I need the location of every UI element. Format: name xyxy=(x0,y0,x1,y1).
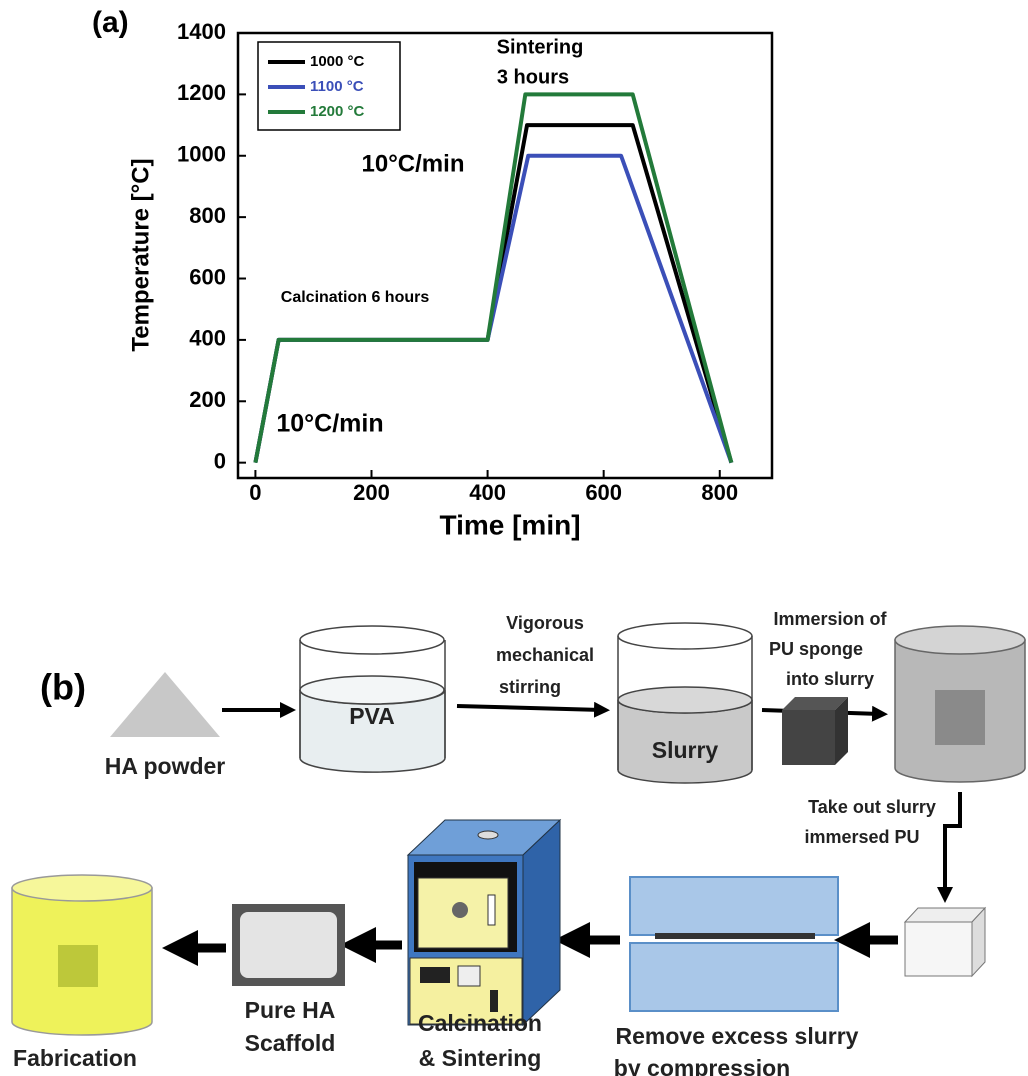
legend-label: 1200 °C xyxy=(310,103,365,120)
x-axis-label: Time [min] xyxy=(439,509,580,540)
step-label: mechanical xyxy=(496,645,594,665)
arrow xyxy=(457,706,602,710)
powder-icon xyxy=(110,672,220,737)
node-label: Scaffold xyxy=(245,1030,336,1056)
press-icon xyxy=(630,877,838,1011)
step-label: into slurry xyxy=(786,669,874,689)
scaffold-photo xyxy=(232,904,345,986)
step-label: stirring xyxy=(499,677,561,697)
series-line xyxy=(255,94,731,462)
annotation: Calcination 6 hours xyxy=(281,289,430,306)
annotation: 10°C/min xyxy=(276,410,383,438)
step-label: PU sponge xyxy=(769,639,863,659)
page: {"chart_data": {"type": "line", "panel_l… xyxy=(0,0,1028,1076)
furnace-icon xyxy=(408,820,560,1025)
figure: (a) Time [min] Temperature [°C] 0 200 400 6… xyxy=(0,0,1028,1076)
legend-label: 1100 °C xyxy=(310,78,364,95)
x-tick-label: 600 xyxy=(585,480,622,505)
beaker xyxy=(895,626,1025,782)
annotation: 3 hours xyxy=(497,66,569,88)
step-label: immersed PU xyxy=(804,827,919,847)
y-tick-label: 0 xyxy=(214,448,226,473)
x-tick-label: 400 xyxy=(469,480,506,505)
y-tick-label: 400 xyxy=(189,326,226,351)
y-tick-label: 1000 xyxy=(177,142,226,167)
panel-label: (a) xyxy=(92,6,129,39)
node-label: Pure HA xyxy=(245,997,336,1023)
legend-label: 1000 °C xyxy=(310,53,365,70)
x-tick-label: 200 xyxy=(353,480,390,505)
step-label: Immersion of xyxy=(773,609,887,629)
chart: (a) Time [min] Temperature [°C] 0 200 400 6… xyxy=(92,6,772,540)
y-axis-label: Temperature [°C] xyxy=(127,158,154,351)
annotation: 10°C/min xyxy=(362,150,465,177)
step-label: Take out slurry xyxy=(808,797,936,817)
node-label: PVA xyxy=(349,703,395,729)
x-tick-label: 800 xyxy=(701,480,738,505)
beaker xyxy=(300,626,445,772)
annotation: Sintering xyxy=(497,36,584,58)
node-label: HA powder xyxy=(105,753,226,779)
node-label: Fabrication xyxy=(13,1045,137,1071)
y-tick-label: 1200 xyxy=(177,80,226,105)
y-tick-label: 600 xyxy=(189,264,226,289)
diagram: (b) HA powder PVA Vigorous mechanical st… xyxy=(12,609,1025,1076)
y-tick-label: 200 xyxy=(189,387,226,412)
arrow xyxy=(945,792,960,895)
x-tick-label: 0 xyxy=(249,480,261,505)
node-label: Slurry xyxy=(652,737,719,763)
node-label: Calcination xyxy=(418,1010,542,1036)
node-label: by compression xyxy=(614,1055,790,1076)
panel-label: (b) xyxy=(40,667,86,708)
node-label: & Sintering xyxy=(419,1045,542,1071)
y-tick-label: 1400 xyxy=(177,19,226,44)
beaker xyxy=(12,875,152,1035)
node-label: Remove excess slurry xyxy=(616,1023,859,1049)
sponge-icon xyxy=(905,908,985,976)
step-label: Vigorous xyxy=(506,613,584,633)
sponge-icon xyxy=(782,697,848,765)
y-tick-label: 800 xyxy=(189,203,226,228)
